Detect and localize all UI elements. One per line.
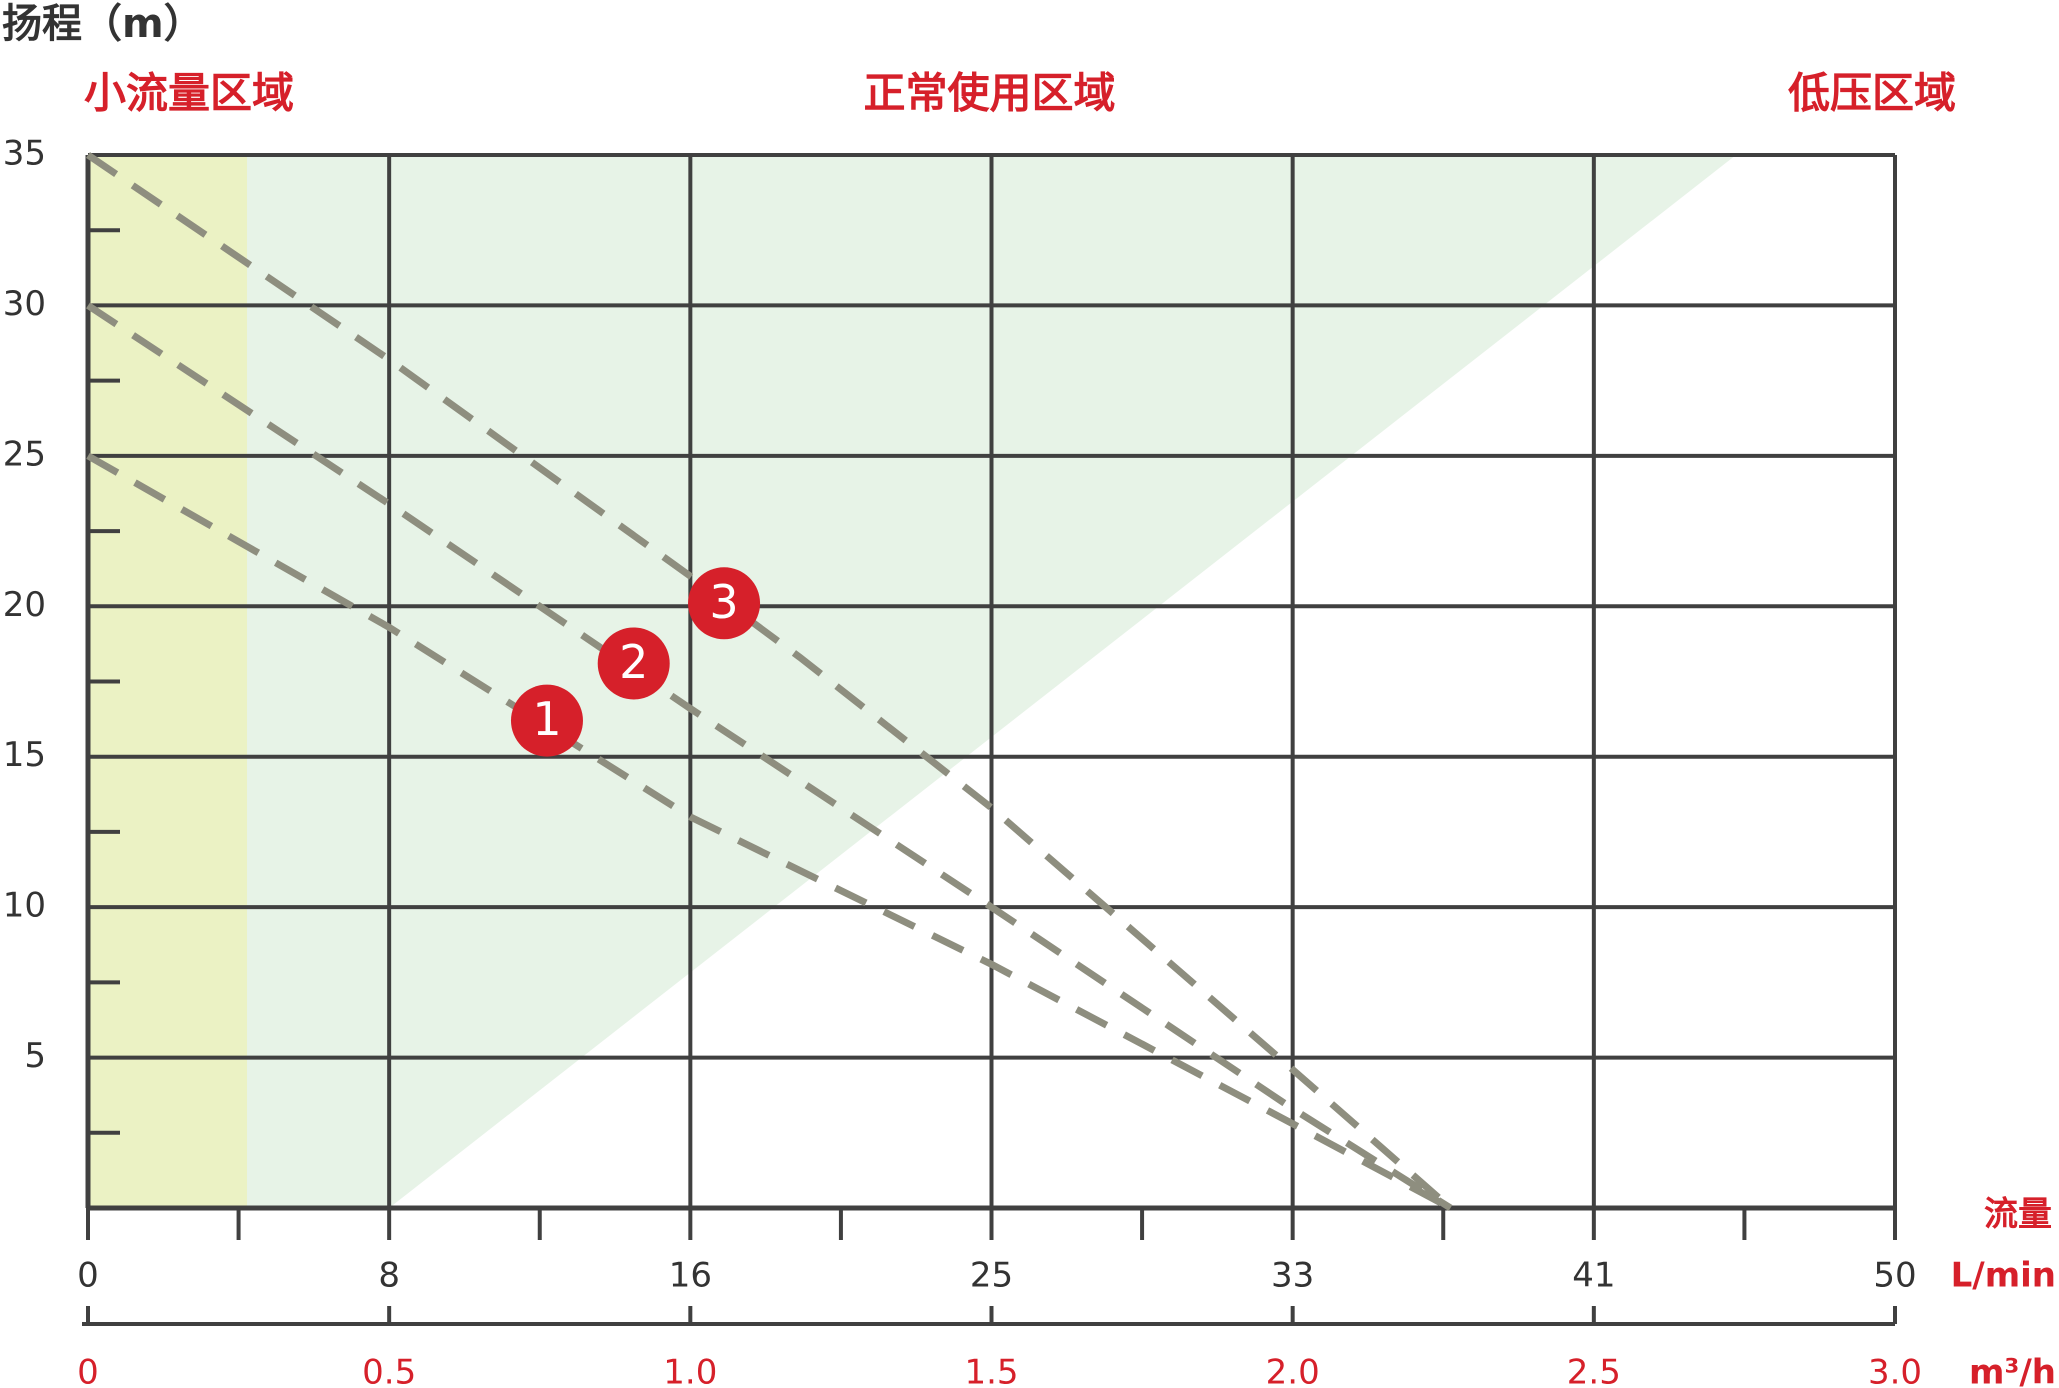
legend-label: 1: [532, 692, 561, 746]
x-tick-label: 33: [1271, 1256, 1314, 1296]
y-tick-label: 20: [3, 585, 46, 625]
zone-label: 低压区域: [1788, 69, 1956, 118]
x2-tick-label: 3.0: [1868, 1353, 1922, 1388]
curve: [86, 302, 1453, 1211]
y-tick-label: 5: [24, 1036, 46, 1076]
y-tick-label: 15: [3, 735, 46, 775]
x2-tick-label: 2.5: [1567, 1353, 1621, 1388]
x2-tick-label: 2.0: [1266, 1353, 1320, 1388]
x2-tick-label: 1.0: [663, 1353, 717, 1388]
x2-unit: m³/h: [1969, 1353, 2056, 1388]
x-tick-label: 0: [77, 1256, 99, 1296]
y-tick-label: 25: [3, 434, 46, 474]
x-tick-label: 25: [970, 1256, 1013, 1296]
zone-label: 正常使用区域: [863, 69, 1115, 118]
zone-label: 小流量区域: [84, 69, 294, 118]
x-axis-title: 流量: [1984, 1195, 2052, 1235]
curve: [86, 452, 1453, 1212]
y-tick-label: 30: [3, 284, 46, 324]
legend-label: 2: [619, 635, 648, 689]
curve-marker: [510, 684, 583, 757]
y-tick-label: 10: [3, 886, 46, 926]
curve-marker: [688, 567, 761, 640]
x2-tick-label: 1.5: [964, 1353, 1018, 1388]
x-tick-label: 50: [1873, 1256, 1916, 1296]
curve-marker: [597, 627, 670, 700]
zone-low-pressure: [389, 155, 1895, 1208]
legend-label: 3: [709, 575, 738, 629]
y-axis-title: 扬程（m）: [2, 1, 204, 47]
x-tick-label: 41: [1572, 1256, 1615, 1296]
x-tick-label: 8: [378, 1256, 400, 1296]
curve: [86, 152, 1453, 1211]
x-unit: L/min: [1951, 1256, 2056, 1296]
y-tick-label: 35: [3, 134, 46, 174]
x2-tick-label: 0: [77, 1353, 99, 1388]
x2-tick-label: 0.5: [362, 1353, 416, 1388]
x-tick-label: 16: [669, 1256, 712, 1296]
